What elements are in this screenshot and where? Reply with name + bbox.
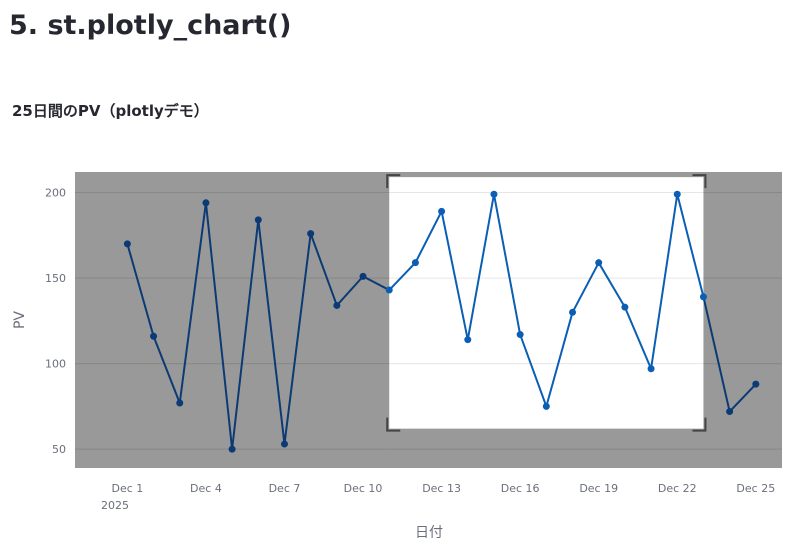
y-tick-label: 100	[45, 358, 66, 371]
x-axis-year-label: 2025	[101, 499, 129, 512]
series-line-segment	[126, 242, 155, 338]
data-point[interactable]	[411, 259, 419, 267]
x-tick-label: Dec 10	[344, 482, 383, 495]
y-tick-label: 200	[45, 187, 66, 200]
x-tick-label: Dec 13	[422, 482, 461, 495]
x-tick-label: Dec 22	[658, 482, 697, 495]
series-line-segment	[388, 261, 417, 292]
series-line-segment	[702, 295, 731, 413]
data-point[interactable]	[123, 240, 131, 248]
data-point[interactable]	[516, 331, 524, 339]
series-line-segment	[571, 261, 600, 314]
series-lines	[126, 193, 757, 451]
data-point[interactable]	[333, 301, 341, 309]
series-line-segment	[257, 218, 286, 446]
x-tick-label: Dec 4	[190, 482, 222, 495]
data-point[interactable]	[752, 380, 760, 388]
y-tick-label: 150	[45, 272, 66, 285]
chart-title: 25日間のPV（plotlyデモ）	[12, 102, 209, 120]
selection-corner-handle[interactable]	[386, 417, 401, 432]
data-point[interactable]	[647, 365, 655, 373]
data-point[interactable]	[202, 199, 210, 207]
y-tick-label: 50	[52, 443, 66, 456]
series-line-segment	[440, 210, 469, 341]
data-point[interactable]	[699, 293, 707, 301]
data-point[interactable]	[385, 286, 393, 294]
data-points[interactable]	[123, 190, 760, 453]
series-line-segment	[362, 275, 391, 292]
series-line-segment	[519, 333, 548, 408]
series-line-segment	[623, 306, 653, 370]
series-line-segment	[414, 210, 443, 264]
series-line-segment	[231, 218, 260, 451]
selection-corner-handles[interactable]	[386, 174, 707, 432]
x-tick-label: Dec 19	[579, 482, 618, 495]
series-line-segment	[650, 193, 679, 370]
x-tick-label: Dec 1	[111, 482, 143, 495]
data-point[interactable]	[438, 207, 446, 215]
data-point[interactable]	[464, 336, 472, 344]
x-tick-label: Dec 25	[736, 482, 775, 495]
data-point[interactable]	[307, 230, 315, 238]
series-line-segment	[178, 201, 207, 404]
series-line-segment	[466, 193, 495, 341]
y-axis-title: PV	[12, 311, 28, 329]
data-point[interactable]	[542, 402, 550, 410]
series-line-segment	[283, 232, 312, 446]
series-line-segment	[676, 193, 705, 298]
selection-box[interactable]	[389, 177, 704, 429]
series-line-segment	[309, 232, 338, 307]
data-point[interactable]	[490, 190, 498, 198]
data-point[interactable]	[359, 272, 367, 280]
series-line-segment	[152, 335, 181, 404]
selection-corner-handle[interactable]	[692, 174, 707, 189]
selection-corner-handle[interactable]	[386, 174, 401, 189]
data-point[interactable]	[254, 216, 262, 224]
x-tick-label: Dec 16	[501, 482, 540, 495]
data-point[interactable]	[176, 399, 184, 407]
x-axis-title: 日付	[415, 525, 443, 541]
x-axis-ticks: Dec 1 Dec 4 Dec 7 Dec 10 Dec 13 Dec 16 Dec 19 D…	[111, 482, 775, 495]
data-point[interactable]	[150, 332, 158, 340]
data-point[interactable]	[228, 445, 236, 453]
data-point[interactable]	[569, 308, 577, 316]
series-line-segment	[335, 275, 365, 307]
page-heading: 5. st.plotly_chart()	[9, 10, 292, 41]
data-point[interactable]	[621, 303, 629, 311]
data-point[interactable]	[673, 190, 681, 198]
data-point[interactable]	[280, 440, 288, 448]
series-line-segment	[597, 261, 626, 309]
x-tick-label: Dec 7	[269, 482, 301, 495]
series-line-segment	[728, 383, 757, 413]
series-line-segment	[492, 193, 522, 336]
series-line-segment	[204, 201, 234, 451]
series-line-segment	[545, 311, 574, 408]
y-axis-ticks: 50 100 150 200	[45, 187, 66, 457]
selection-corner-handle[interactable]	[692, 417, 707, 432]
data-point[interactable]	[726, 408, 734, 416]
data-point[interactable]	[595, 259, 603, 267]
